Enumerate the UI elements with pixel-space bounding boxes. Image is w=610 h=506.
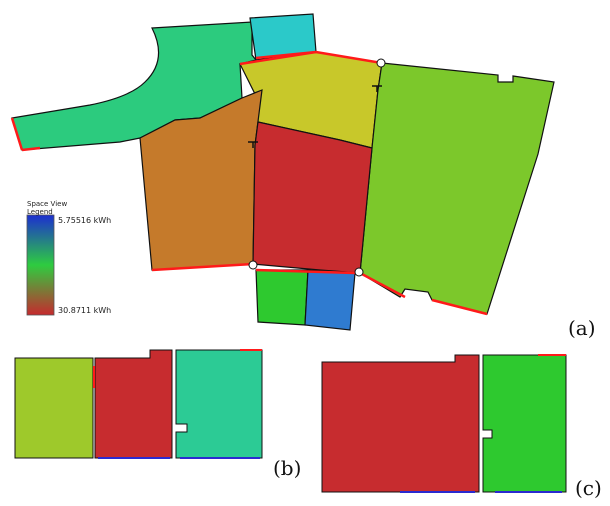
panel-c <box>321 354 567 493</box>
panel-a-exterior-edges <box>10 50 488 316</box>
legend-title-line2: Legend <box>27 208 53 216</box>
space-blue-bottom <box>304 269 356 331</box>
space-red-center <box>252 121 373 274</box>
edge-bottom-rooms <box>255 268 356 275</box>
edge-lime-bottom <box>359 271 488 316</box>
space-b-olive <box>14 357 94 459</box>
panel-c-edges <box>400 354 566 493</box>
panel-a-floorplan <box>11 13 555 331</box>
panel-a-wall-ticks <box>248 85 382 148</box>
panel-label-a: (a) <box>568 316 596 340</box>
panel-a-junctions <box>248 58 386 277</box>
junction-marker <box>376 58 386 68</box>
space-green-bottom <box>255 269 309 326</box>
legend-min-label: 30.8711 kWh <box>58 306 112 315</box>
edge-left-wing <box>10 117 24 151</box>
panel-label-c: (c) <box>575 476 602 500</box>
space-b-red <box>94 349 173 459</box>
edge-left-wing-bottom <box>21 146 41 152</box>
wall-tick <box>372 85 382 92</box>
legend-title-line1: Space View <box>27 200 68 208</box>
space-lime-large <box>359 62 555 315</box>
panel-label-b: (b) <box>273 456 302 480</box>
legend-title: Space View Legend <box>27 200 87 216</box>
edge-orange-bottom <box>151 262 254 272</box>
space-c-red <box>321 354 480 493</box>
space-b-turquoise <box>175 349 263 459</box>
edge-yellow-top <box>239 50 383 66</box>
junction-marker <box>354 267 364 277</box>
panel-b-edges <box>93 349 262 459</box>
legend-max-label: 5.75516 kWh <box>58 216 112 225</box>
panel-b <box>14 349 263 459</box>
legend-color-bar <box>26 214 55 316</box>
wall-tick <box>248 141 258 148</box>
space-c-green <box>482 354 567 493</box>
junction-marker <box>248 260 258 270</box>
